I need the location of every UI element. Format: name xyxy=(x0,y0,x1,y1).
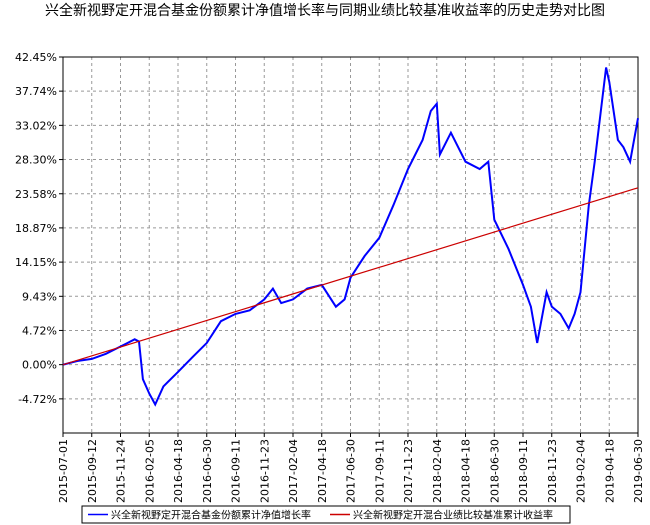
x-tick-label: 2017-02-04 xyxy=(287,439,300,503)
x-tick-label: 2019-06-30 xyxy=(632,439,645,503)
legend-label: 兴全新视野定开混合基金份额累计净值增长率 xyxy=(111,509,311,522)
y-tick-label: -4.72% xyxy=(18,393,57,406)
x-tick-label: 2017-06-30 xyxy=(345,439,358,503)
y-tick-label: 4.72% xyxy=(22,324,57,337)
y-tick-label: 37.74% xyxy=(15,85,57,98)
legend-label: 兴全新视野定开混合业绩比较基准累计收益率 xyxy=(353,509,553,522)
x-tick-label: 2018-11-23 xyxy=(546,439,559,503)
x-tick-label: 2018-09-11 xyxy=(517,439,530,503)
x-tick-label: 2019-04-18 xyxy=(603,439,616,503)
y-tick-label: 42.45% xyxy=(15,51,57,64)
x-tick-label: 2018-06-30 xyxy=(488,439,501,503)
x-tick-label: 2018-02-04 xyxy=(431,439,444,503)
x-tick-label: 2016-09-11 xyxy=(230,439,243,503)
x-tick-label: 2016-06-30 xyxy=(201,439,214,503)
y-tick-label: 33.02% xyxy=(15,119,57,132)
y-tick-label: 0.00% xyxy=(22,359,57,372)
x-tick-label: 2017-04-18 xyxy=(316,439,329,503)
series-line xyxy=(62,67,639,407)
legend-box xyxy=(81,505,571,524)
y-tick-label: 23.58% xyxy=(15,188,57,201)
x-tick-label: 2016-11-23 xyxy=(258,439,271,503)
x-tick-label: 2018-04-18 xyxy=(460,439,473,503)
x-tick-label: 2017-09-11 xyxy=(373,439,386,503)
y-tick-label: 14.15% xyxy=(15,256,57,269)
plot-frame xyxy=(62,56,639,434)
chart-title: 兴全新视野定开混合基金份额累计净值增长率与同期业绩比较基准收益率的历史走势对比图 xyxy=(45,3,605,19)
x-tick-label: 2016-02-05 xyxy=(143,439,156,503)
y-tick-label: 9.43% xyxy=(22,290,57,303)
y-tick-label: 28.30% xyxy=(15,154,57,167)
x-tick-label: 2015-11-24 xyxy=(115,439,128,503)
y-tick-label: 18.87% xyxy=(15,222,57,235)
x-tick-label: 2016-04-18 xyxy=(172,439,185,503)
x-tick-label: 2019-02-04 xyxy=(575,439,588,503)
x-tick-label: 2015-09-12 xyxy=(86,439,99,503)
x-tick-label: 2017-11-23 xyxy=(402,439,415,503)
series-line xyxy=(62,187,639,366)
x-tick-label: 2015-07-01 xyxy=(57,439,70,503)
